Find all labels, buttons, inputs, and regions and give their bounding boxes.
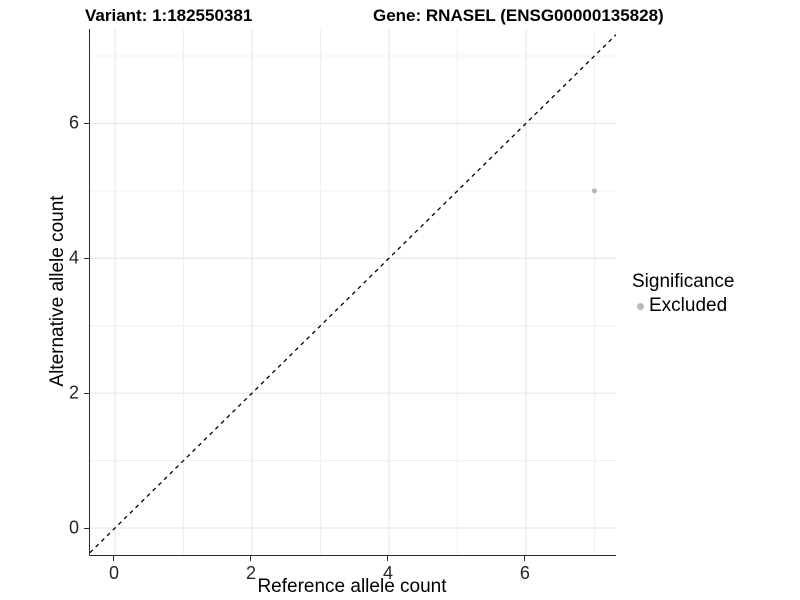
excluded-point-swatch (637, 302, 644, 310)
x-axis-tick (113, 556, 115, 561)
y-tick-label: 6 (68, 112, 79, 133)
y-tick-label: 0 (68, 517, 79, 538)
x-tick-label: 2 (245, 563, 256, 583)
x-axis-title: Reference allele count (257, 576, 447, 597)
y-tick-label: 4 (68, 247, 79, 268)
x-axis-tick (250, 556, 252, 561)
legend: Significance Excluded (630, 271, 734, 317)
x-axis-tick (524, 556, 526, 561)
gene-title: Gene: RNASEL (ENSG00000135828) (373, 6, 664, 25)
legend-item-excluded: Excluded (630, 295, 734, 317)
y-axis-tick (84, 392, 89, 394)
data-point (591, 188, 598, 194)
plot-canvas (90, 29, 616, 555)
x-axis-tick (387, 556, 389, 561)
identity-dashed-line (90, 34, 616, 554)
x-tick-label: 0 (108, 563, 119, 583)
y-tick-label: 2 (68, 382, 79, 403)
x-tick-label: 6 (519, 563, 530, 583)
variant-title: Variant: 1:182550381 (85, 6, 253, 25)
y-axis-tick (84, 257, 89, 259)
x-tick-label: 4 (382, 563, 393, 583)
y-axis-tick (84, 527, 89, 529)
y-axis-title: Alternative allele count (47, 195, 68, 387)
legend-item-label: Excluded (649, 295, 728, 316)
y-axis-tick (84, 122, 89, 124)
legend-title: Significance (632, 271, 735, 292)
plot-panel (89, 29, 616, 556)
